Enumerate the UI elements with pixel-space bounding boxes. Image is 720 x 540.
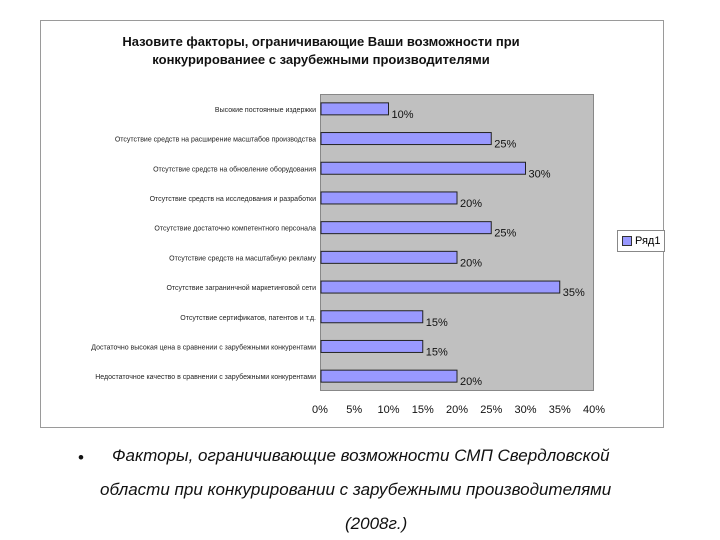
bar — [320, 191, 458, 205]
caption-bullet: • — [78, 448, 84, 467]
data-label: 10% — [392, 109, 414, 121]
bar — [320, 280, 561, 294]
x-tick-label: 30% — [514, 404, 536, 416]
x-tick-label: 35% — [549, 404, 571, 416]
x-tick-label: 10% — [377, 404, 399, 416]
bar — [320, 339, 424, 353]
category-label: Отсутствие средств на масштабную рекламу — [169, 254, 316, 262]
category-label: Отсутствие сертификатов, патентов и т.д. — [180, 315, 316, 322]
data-label: 30% — [529, 168, 551, 180]
data-label: 20% — [460, 198, 482, 210]
x-tick-label: 5% — [346, 404, 362, 416]
x-tick-label: 25% — [480, 404, 502, 416]
bar — [320, 161, 526, 175]
category-label: Отсутствие средств на обновление оборудо… — [153, 165, 316, 173]
x-tick-label: 20% — [446, 404, 468, 416]
category-label: Отсутствие достаточно компетентного перс… — [154, 226, 316, 233]
legend-swatch — [622, 236, 632, 246]
category-label: Отсутствие средств на расширение масштаб… — [115, 136, 316, 144]
chart-title: Назовите факторы, ограничивающие Ваши во… — [41, 33, 601, 69]
data-label: 20% — [460, 257, 482, 269]
data-label: 25% — [494, 139, 516, 151]
caption-line-3: (2008г.) — [345, 514, 408, 533]
legend: Ряд1 — [617, 230, 665, 252]
legend-label: Ряд1 — [635, 235, 661, 247]
category-label: Высокие постоянные издержки — [215, 107, 316, 114]
bar — [320, 310, 424, 324]
chart-title-line-2: конкурированиее с зарубежными производит… — [152, 52, 490, 67]
bar — [320, 369, 458, 383]
bar — [320, 132, 492, 146]
bar — [320, 221, 492, 235]
x-tick-label: 40% — [583, 404, 605, 416]
chart-title-line-1: Назовите факторы, ограничивающие Ваши во… — [122, 34, 520, 49]
category-label: Достаточно высокая цена в сравнении с за… — [91, 343, 316, 351]
category-label: Отсутствие средств на исследования и раз… — [150, 195, 316, 203]
data-label: 25% — [494, 228, 516, 240]
data-label: 15% — [426, 317, 448, 329]
data-label: 35% — [563, 287, 585, 299]
data-label: 15% — [426, 346, 448, 358]
caption-line-1: Факторы, ограничивающие возможности СМП … — [112, 446, 610, 465]
category-label: Недостаточное качество в сравнении с зар… — [95, 373, 316, 381]
bar — [320, 250, 458, 264]
data-label: 20% — [460, 376, 482, 388]
x-tick-label: 15% — [412, 404, 434, 416]
caption-line-2: области при конкурировании с зарубежными… — [100, 480, 612, 499]
category-label: Отсутствие загранинчной маркетинговой се… — [166, 284, 316, 292]
bar — [320, 102, 389, 116]
x-tick-label: 0% — [312, 404, 328, 416]
